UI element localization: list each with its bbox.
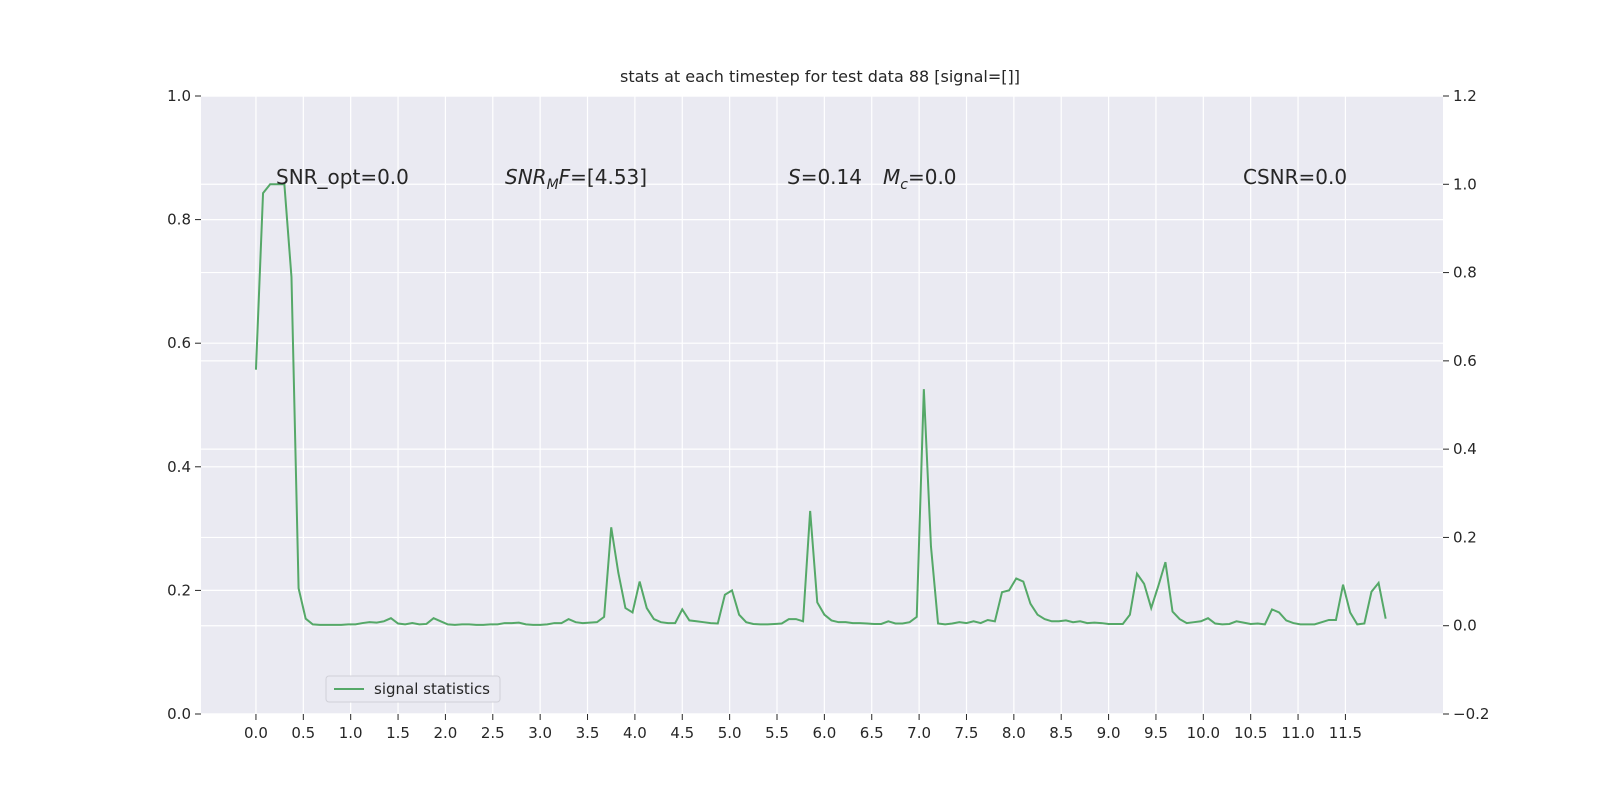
chart-title: stats at each timestep for test data 88 … [620,67,1020,86]
grid [201,95,1443,715]
annotation: S=0.14 [788,165,862,189]
y-tick-label: 0.6 [167,334,191,352]
annotation-run: SNR [505,165,547,189]
y2-tick-label: 1.0 [1453,175,1477,193]
annotation-run: M [883,165,900,189]
annotation-run: =0.14 [801,165,862,189]
x-tick-label: 1.5 [386,724,410,742]
annotation-run: CSNR=0.0 [1243,165,1347,189]
annotation: CSNR=0.0 [1243,165,1347,189]
y-tick-label: 0.2 [167,581,191,599]
x-tick-label: 9.0 [1097,724,1121,742]
annotation: SNRMF=[4.53] [505,165,647,193]
x-tick-label: 2.0 [433,724,457,742]
x-tick-label: 8.5 [1049,724,1073,742]
annotation-run: M [547,177,559,193]
y2-tick-label: 1.2 [1453,87,1477,105]
x-tick-label: 3.5 [576,724,600,742]
x-tick-label: 1.0 [339,724,363,742]
x-tick-label: 11.5 [1329,724,1362,742]
legend: signal statistics [325,675,501,703]
annotation: SNR_opt=0.0 [276,165,409,189]
x-tick-label: 0.0 [244,724,268,742]
y2-tick-label: 0.4 [1453,440,1477,458]
y-tick-label: 1.0 [167,87,191,105]
y2-tick-label: 0.2 [1453,528,1477,546]
y2-tick-label: −0.2 [1453,705,1489,723]
x-tick-label: 11.0 [1281,724,1314,742]
x-tick-label: 6.0 [812,724,836,742]
y2-tick-label: 0.8 [1453,264,1477,282]
y2-tick-label: 0.0 [1453,617,1477,635]
y-tick-label: 0.0 [167,705,191,723]
annotation-run: SNR_opt=0.0 [276,165,409,189]
legend-box [325,675,501,703]
annotation: Mc=0.0 [883,165,957,193]
line-series [254,183,1387,626]
x-tick-label: 7.5 [955,724,979,742]
y2-tick-label: 0.6 [1453,352,1477,370]
legend-label: signal statistics [374,680,490,698]
x-tick-label: 5.5 [765,724,789,742]
x-tick-label: 10.5 [1234,724,1267,742]
annotation-run: F [559,165,571,189]
annotation-run: =0.0 [908,165,957,189]
x-tick-label: 7.0 [907,724,931,742]
x-tick-label: 10.0 [1187,724,1220,742]
x-tick-label: 4.5 [670,724,694,742]
annotation-run: S [788,165,801,189]
x-tick-label: 2.5 [481,724,505,742]
marks [254,183,1387,626]
x-tick-label: 9.5 [1144,724,1168,742]
y-tick-label: 0.4 [167,458,191,476]
x-tick-label: 5.0 [718,724,742,742]
y-tick-label: 0.8 [167,211,191,229]
x-tick-label: 4.0 [623,724,647,742]
annotation-run: c [900,177,908,193]
annotation-run: =[4.53] [570,165,647,189]
x-tick-label: 6.5 [860,724,884,742]
x-tick-label: 3.0 [528,724,552,742]
x-tick-label: 8.0 [1002,724,1026,742]
x-tick-label: 0.5 [291,724,315,742]
